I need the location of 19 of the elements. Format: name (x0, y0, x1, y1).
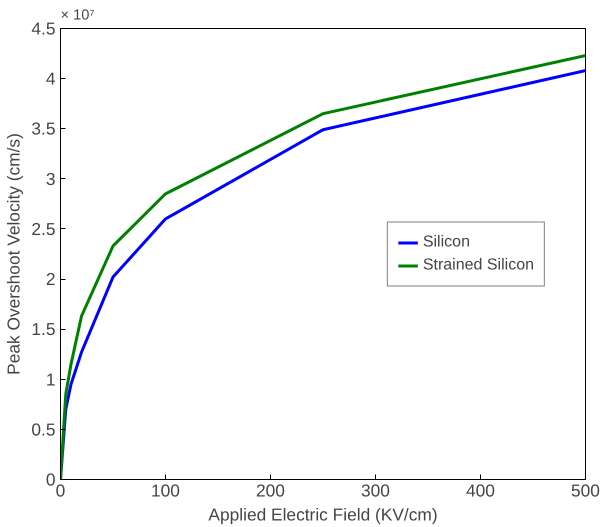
y-axis-title: Peak Overshoot Velocity (cm/s) (3, 133, 24, 375)
x-tick-label: 300 (361, 480, 390, 500)
y-tick-label: 0.5 (31, 419, 56, 440)
x-axis-title: Applied Electric Field (KV/cm) (208, 504, 438, 524)
y-tick-label: 4.5 (31, 18, 56, 38)
legend-label: Silicon (422, 233, 470, 251)
x-tick-label: 500 (571, 480, 600, 500)
text: × 10⁷ (60, 8, 95, 24)
y-tick-label: 1 (46, 369, 56, 390)
y-tick-label: 3 (46, 168, 56, 189)
y-tick-label: 4 (46, 68, 56, 89)
y-tick-label: 2 (46, 269, 56, 290)
y-tick-label: 3.5 (31, 118, 56, 139)
x-tick-label: 100 (151, 480, 180, 500)
y-tick-label: 1.5 (31, 319, 56, 340)
x-tick-label: 200 (256, 480, 285, 500)
y-tick-label: 2.5 (31, 218, 56, 239)
x-tick-label: 400 (466, 480, 495, 500)
legend-label: Strained Silicon (422, 256, 534, 274)
